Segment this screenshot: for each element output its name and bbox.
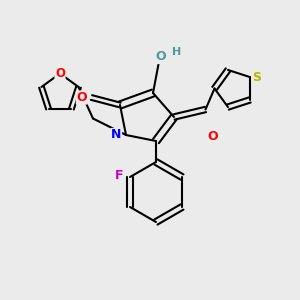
Text: O: O [55, 67, 65, 80]
Text: O: O [76, 91, 87, 104]
Text: F: F [115, 169, 124, 182]
Text: N: N [111, 128, 122, 142]
Text: O: O [155, 50, 166, 64]
Text: O: O [208, 130, 218, 143]
Text: H: H [172, 47, 182, 57]
Text: S: S [252, 70, 261, 83]
